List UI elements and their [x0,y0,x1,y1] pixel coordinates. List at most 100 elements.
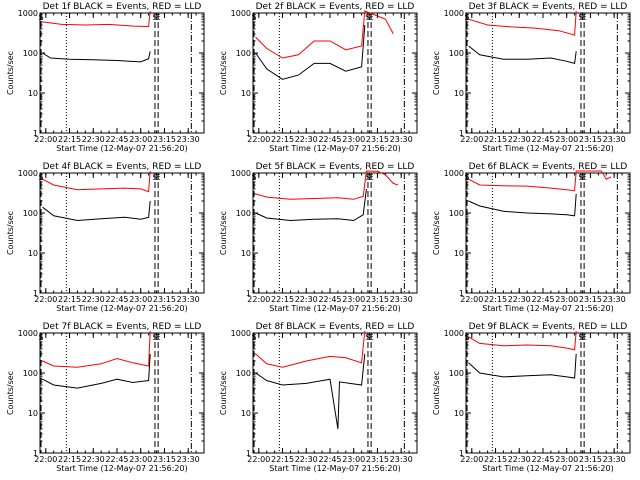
panel-4-xtick-label: 23:30 [177,295,200,304]
panel-5-ytick-label: 10 [241,249,251,258]
panel-6-ytick-label: 100 [449,209,464,218]
panel-2-xtick-label: 22:30 [295,135,318,144]
panel-5-ytick-label: 100 [236,209,251,218]
panel-4-axis-frame [39,172,205,294]
panel-5-ytick-label: 1 [246,289,251,298]
panel-2-xtick-label: 23:00 [342,135,365,144]
panel-3-marker-label: S [465,13,470,22]
panel-9-series-black [468,353,577,379]
panel-3-marker-label: E [582,13,587,22]
panel-7-ytick-label: 1000 [18,329,38,338]
panel-2-ytick-label: 10 [241,89,251,98]
panel-8-xtick-label: 22:45 [318,455,341,464]
panel-8-marker-label: S [365,333,370,342]
panel-8-xlabel: Start Time (12-May-07 21:56:20) [269,464,400,473]
panel-8-marker-label: S [252,333,257,342]
panel-1-ylabel: Counts/sec [6,51,15,95]
panel-5-axis-frame [252,172,418,294]
panel-8-xtick-label: 22:15 [271,455,294,464]
panel-1-marker-label: S [152,13,157,22]
panel-4-xtick-label: 22:15 [58,295,81,304]
panel-5-xtick-label: 23:00 [342,295,365,304]
panel-5-xtick-label: 22:30 [295,295,318,304]
panel-1-marker-label: E [156,13,161,22]
panel-8-title: Det 8f BLACK = Events, RED = LLD [256,322,415,332]
panel-3-ytick-label: 10 [454,89,464,98]
panel-5-xtick-label: 22:15 [271,295,294,304]
panel-5-ytick-label: 1000 [231,169,251,178]
panel-2-xtick-label: 22:00 [247,135,270,144]
panel-4-xlabel: Start Time (12-May-07 21:56:20) [56,304,187,313]
panel-2-ytick-label: 1 [246,129,251,138]
panel-6-xtick-label: 22:45 [531,295,554,304]
panel-5-xtick-label: 22:45 [318,295,341,304]
panel-3-ytick-label: 1000 [444,9,464,18]
panel-7-title: Det 7f BLACK = Events, RED = LLD [43,322,202,332]
panel-7-marker-label: S [152,333,157,342]
panel-7-axis-frame [39,332,205,454]
panel-3-xlabel: Start Time (12-May-07 21:56:20) [482,144,613,153]
panel-2-series-black [255,24,366,80]
panel-2-series-red [255,10,394,59]
panel-4-xtick-label: 22:30 [82,295,105,304]
panel-6-marker-label: S [465,173,470,182]
panel-8-xtick-label: 22:30 [295,455,318,464]
panel-5-xtick-label: 23:15 [366,295,389,304]
panel-9-ytick-label: 100 [449,369,464,378]
panel-4-series-black [42,200,151,222]
panel-5-title: Det 5f BLACK = Events, RED = LLD [256,162,415,172]
panel-3-xtick-label: 22:00 [460,135,483,144]
panel-7-xtick-label: 23:30 [177,455,200,464]
panel-6-series-black [468,193,577,217]
panel-9-marker-label: E [582,333,587,342]
panel-6-xlabel: Start Time (12-May-07 21:56:20) [482,304,613,313]
panel-9-marker-label: S [578,333,583,342]
panel-8-xtick-label: 23:15 [366,455,389,464]
panel-2-ylabel: Counts/sec [219,51,228,95]
panel-9-xtick-label: 23:00 [555,455,578,464]
panel-6-series-red [468,170,612,192]
panel-2-xlabel: Start Time (12-May-07 21:56:20) [269,144,400,153]
panel-3-xtick-label: 23:00 [555,135,578,144]
panel-3-xtick-label: 22:30 [508,135,531,144]
panel-7-series-red [42,330,151,368]
panel-6-xtick-label: 23:30 [603,295,626,304]
panel-1-xtick-label: 22:15 [58,135,81,144]
panel-9-series-red [468,330,577,351]
panel-4-ytick-label: 1000 [18,169,38,178]
panel-6-xtick-label: 23:15 [579,295,602,304]
panel-6-xtick-label: 22:30 [508,295,531,304]
panel-3-ytick-label: 1 [459,129,464,138]
panel-7-xtick-label: 22:15 [58,455,81,464]
panel-7-ytick-label: 100 [23,369,38,378]
panel-7-xtick-label: 22:30 [82,455,105,464]
panel-3-title: Det 3f BLACK = Events, RED = LLD [469,2,628,12]
panel-8-ytick-label: 1 [246,449,251,458]
panel-7-marker-label: E [156,333,161,342]
panel-8-marker-label: E [369,333,374,342]
panel-5-xtick-label: 23:30 [390,295,413,304]
panel-7-xtick-label: 23:15 [153,455,176,464]
panel-1-ytick-label: 1000 [18,9,38,18]
panel-4-ytick-label: 10 [28,249,38,258]
panel-8-ytick-label: 1000 [231,329,251,338]
panel-9-ylabel: Counts/sec [432,371,441,415]
panel-2-marker-label: S [252,13,257,22]
panel-2-marker-label: S [365,13,370,22]
panel-1-xtick-label: 22:45 [105,135,128,144]
panel-2-xtick-label: 22:15 [271,135,294,144]
panel-7-series-black [42,353,151,389]
panel-4-marker-label: S [152,173,157,182]
panel-4-title: Det 4f BLACK = Events, RED = LLD [43,162,202,172]
panel-4-marker-label: E [156,173,161,182]
panel-1-marker-label: S [39,13,44,22]
panel-4-xtick-label: 22:45 [105,295,128,304]
panel-1-xtick-label: 22:00 [34,135,57,144]
panel-3-xtick-label: 22:15 [484,135,507,144]
panel-7-xlabel: Start Time (12-May-07 21:56:20) [56,464,187,473]
panel-3-ylabel: Counts/sec [432,51,441,95]
panel-1-ytick-label: 100 [23,49,38,58]
panel-2-ytick-label: 100 [236,49,251,58]
panel-2-ytick-label: 1000 [231,9,251,18]
